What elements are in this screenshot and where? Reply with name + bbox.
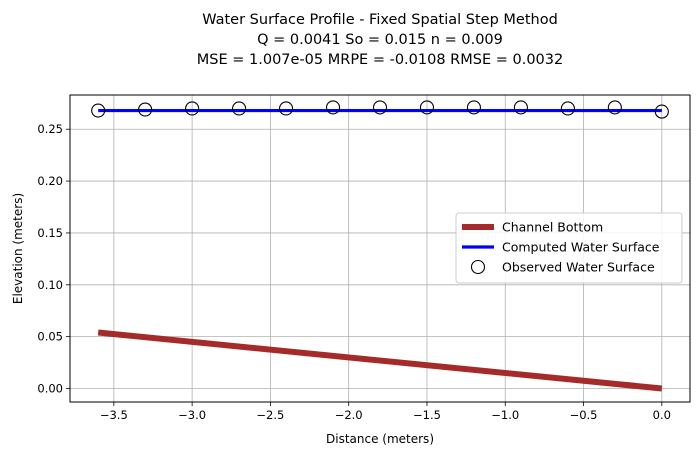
legend-label: Computed Water Surface: [502, 240, 660, 255]
x-axis-label: Distance (meters): [326, 432, 434, 446]
observed-point: [419, 100, 435, 115]
legend-label: Observed Water Surface: [502, 260, 655, 275]
y-tick-label: 0.00: [37, 382, 63, 396]
x-tick-label: −2.0: [335, 408, 363, 422]
y-tick-label: 0.10: [37, 278, 63, 292]
legend-box: [455, 212, 683, 284]
y-axis-label: Elevation (meters): [11, 193, 25, 304]
x-tick-label: 0.0: [653, 408, 671, 422]
observed-point: [372, 100, 388, 115]
x-tick-label: −1.0: [491, 408, 519, 422]
observed-point: [138, 102, 153, 117]
chart-title-line: Q = 0.0041 So = 0.015 n = 0.009: [257, 32, 503, 48]
observed-point: [560, 101, 575, 116]
observed-point: [325, 100, 341, 115]
chart-title: Water Surface Profile - Fixed Spatial St…: [197, 12, 563, 68]
observed-point: [607, 100, 622, 115]
x-tick-label: −3.5: [100, 408, 128, 422]
series-line-0: [97, 329, 663, 392]
x-axis: −3.5 −3.0 −2.5 −2.0 −1.5 −1.0 −0.5 0.0: [100, 402, 671, 422]
observed-point: [232, 101, 247, 116]
legend-swatch: [470, 259, 486, 275]
x-tick-label: −1.5: [413, 408, 441, 422]
observed-point: [91, 103, 106, 118]
legend-label: Channel Bottom: [502, 220, 603, 235]
observed-point: [185, 101, 200, 116]
chart-title-line: Water Surface Profile - Fixed Spatial St…: [202, 12, 558, 28]
observed-point: [513, 100, 528, 115]
y-tick-label: 0.20: [37, 174, 63, 188]
x-tick-label: −0.5: [570, 408, 598, 422]
observed-point: [654, 104, 669, 119]
observed-point: [279, 101, 294, 116]
y-tick-label: 0.25: [37, 122, 63, 136]
y-tick-label: 0.05: [37, 330, 63, 344]
axes-frame: [69, 94, 691, 403]
x-tick-label: −2.5: [256, 408, 284, 422]
x-tick-label: −3.0: [178, 408, 206, 422]
y-tick-label: 0.15: [37, 226, 63, 240]
legend: Channel Bottom Computed Water Surface Obse…: [455, 212, 683, 284]
plot-series: [91, 100, 669, 392]
chart-title-line: MSE = 1.007e-05 MRPE = -0.0108 RMSE = 0.…: [197, 52, 563, 68]
y-axis: 0.00 0.05 0.10 0.15 0.20 0.25: [37, 122, 70, 396]
observed-point: [466, 100, 481, 115]
